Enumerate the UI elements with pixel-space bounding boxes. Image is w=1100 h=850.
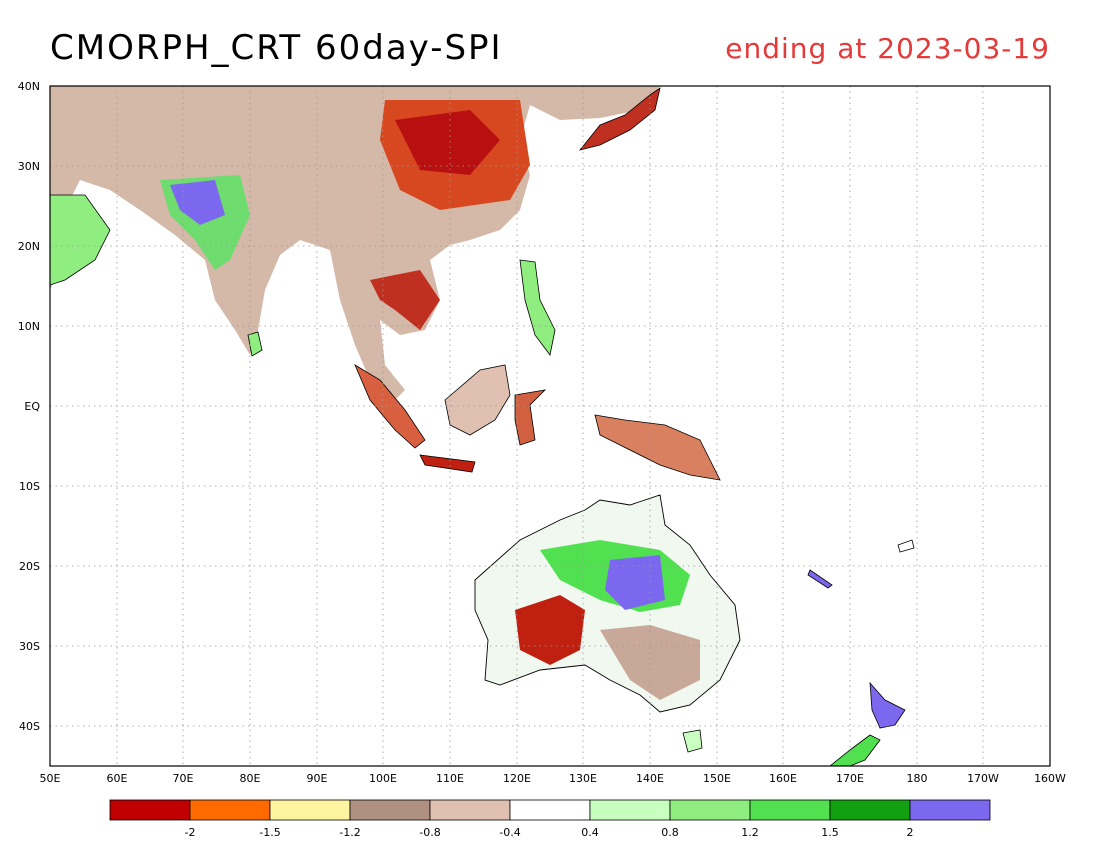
lat-tick-label: EQ [24, 400, 40, 413]
legend-label: -1.5 [259, 826, 280, 839]
landmass-arabia [50, 194, 111, 286]
lon-tick-label: 160E [769, 772, 797, 785]
lon-tick-label: 130E [569, 772, 597, 785]
landmass-new-guinea [594, 414, 721, 481]
legend-label: 0.4 [581, 826, 599, 839]
landmass-fiji [897, 539, 915, 553]
legend-swatch [669, 799, 751, 821]
landmass-japan [578, 87, 661, 151]
lon-tick-label: 100E [369, 772, 397, 785]
landmass-sri-lanka [247, 331, 263, 357]
legend-swatch [429, 799, 511, 821]
lon-tick-label: 80E [240, 772, 261, 785]
legend-swatch [509, 799, 591, 821]
landmass-java [419, 454, 476, 473]
lat-tick-label: 10S [19, 480, 40, 493]
lat-tick-label: 10N [18, 320, 40, 333]
landmass-tasmania [682, 729, 703, 753]
color-legend [109, 799, 991, 821]
lon-tick-label: 150E [703, 772, 731, 785]
lat-tick-label: 40S [19, 720, 40, 733]
lon-tick-label: 170W [967, 772, 999, 785]
landmass-australia-brown [600, 625, 700, 700]
legend-label: -0.4 [499, 826, 520, 839]
legend-label: 0.8 [661, 826, 679, 839]
lat-tick-label: 30N [18, 160, 40, 173]
legend-swatch [189, 799, 271, 821]
lon-tick-label: 140E [636, 772, 664, 785]
legend-label: 1.5 [821, 826, 839, 839]
map-title: CMORPH_CRT 60day-SPI [50, 28, 503, 68]
legend-swatch [349, 799, 431, 821]
lon-tick-label: 170E [836, 772, 864, 785]
landmass-new-zealand-north [869, 681, 906, 729]
landmass-indochina [370, 270, 440, 330]
landmass-australia-dry [515, 595, 585, 665]
map-date-subtitle: ending at 2023-03-19 [725, 32, 1050, 65]
landmass-new-zealand-south [829, 734, 881, 766]
lon-tick-label: 50E [40, 772, 61, 785]
lon-tick-label: 90E [307, 772, 328, 785]
legend-swatch [749, 799, 831, 821]
landmass-philippines [519, 259, 556, 356]
landmass-china-dry-core [395, 110, 500, 175]
landmass-sulawesi [514, 389, 547, 446]
lon-tick-label: 70E [173, 772, 194, 785]
landmass-borneo [444, 364, 511, 436]
latitude-axis: 40N 30N 20N 10N EQ 10S 20S 30S 40S [18, 80, 41, 733]
longitude-axis: 50E 60E 70E 80E 90E 100E 110E 120E 130E … [40, 772, 1067, 785]
legend-swatch [269, 799, 351, 821]
lat-tick-label: 20N [18, 240, 40, 253]
legend-label: -1.2 [339, 826, 360, 839]
legend-swatch [829, 799, 911, 821]
legend-label: 1.2 [741, 826, 759, 839]
lon-tick-label: 180 [907, 772, 928, 785]
lat-tick-label: 40N [18, 80, 40, 93]
legend-labels: -2 -1.5 -1.2 -0.8 -0.4 0.4 0.8 1.2 1.5 2 [185, 826, 914, 839]
lat-tick-label: 30S [19, 640, 40, 653]
legend-swatch [109, 799, 191, 821]
landmass-sumatra [354, 364, 426, 449]
legend-label: 2 [907, 826, 914, 839]
lon-tick-label: 60E [107, 772, 128, 785]
lon-tick-label: 120E [503, 772, 531, 785]
gridlines [50, 86, 1050, 766]
landmass-india-blue [170, 180, 225, 225]
lon-tick-label: 160W [1034, 772, 1066, 785]
landmass-new-caledonia [807, 569, 833, 589]
lon-tick-label: 110E [436, 772, 464, 785]
legend-label: -2 [185, 826, 196, 839]
legend-swatch [909, 799, 991, 821]
lat-tick-label: 20S [19, 560, 40, 573]
landmass-australia-blue [605, 555, 665, 610]
legend-label: -0.8 [419, 826, 440, 839]
legend-swatch [589, 799, 671, 821]
